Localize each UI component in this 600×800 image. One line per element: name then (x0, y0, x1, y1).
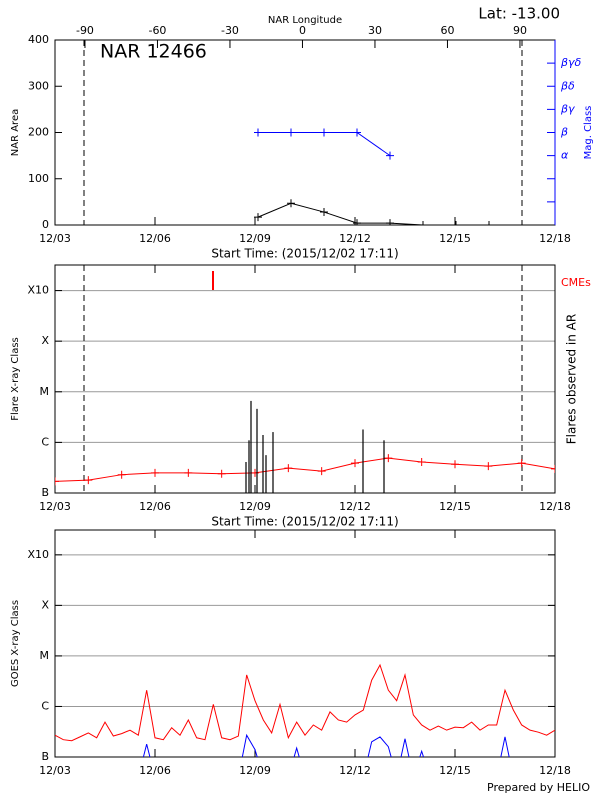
point-marker (254, 128, 262, 137)
x-tick-label: 12/09 (239, 764, 271, 777)
series-line (55, 457, 555, 482)
y-tick-label: X (41, 334, 49, 347)
point-marker (351, 459, 359, 468)
point-marker (287, 128, 295, 137)
point-marker (451, 460, 459, 469)
footer: Prepared by HELIO (487, 781, 590, 794)
x-tick-label: 12/06 (139, 232, 171, 245)
point-marker (386, 151, 394, 160)
y-axis-label: Flare X-ray Class (10, 337, 21, 421)
point-marker (84, 476, 93, 485)
point-marker (485, 221, 493, 225)
point-marker (284, 464, 293, 473)
annotation: Lat: -13.00 (478, 5, 560, 23)
x-tick-label: 12/15 (439, 500, 471, 513)
point-marker (317, 467, 326, 476)
point-marker (551, 464, 555, 473)
point-marker (320, 128, 328, 137)
point-marker (484, 462, 493, 471)
point-marker (254, 213, 262, 222)
y-tick-label: B (41, 750, 49, 763)
x2-tick-label: 60 (440, 24, 454, 37)
x-tick-label: 12/18 (539, 500, 571, 513)
x-tick-label: 12/12 (339, 764, 371, 777)
x2-tick-label: 30 (368, 24, 382, 37)
x-tick-label: 12/03 (39, 764, 71, 777)
point-marker (184, 468, 193, 477)
cme-label: CMEs (561, 276, 591, 289)
y-tick-label: 300 (28, 79, 49, 92)
y-axis-label: GOES X-ray Class (10, 600, 21, 687)
chart-title: NAR 12466 (100, 41, 207, 63)
y2-tick-label: βγδ (560, 56, 582, 69)
point-marker (151, 468, 159, 477)
y-tick-label: C (41, 435, 49, 448)
point-marker (217, 469, 226, 478)
x2-tick-label: -30 (221, 24, 239, 37)
x-tick-label: 12/06 (139, 500, 171, 513)
point-marker (117, 470, 126, 479)
y-tick-label: 400 (28, 33, 49, 46)
y-tick-label: B (41, 486, 49, 499)
point-marker (417, 457, 426, 466)
y-tick-label: 200 (28, 126, 49, 139)
point-marker (251, 468, 259, 477)
x2-tick-label: -60 (148, 24, 166, 37)
x-axis-label: Start Time: (2015/12/02 17:11) (211, 515, 398, 529)
point-marker (452, 221, 460, 225)
plot-area (55, 663, 555, 757)
x-tick-label: 12/12 (339, 500, 371, 513)
x-tick-label: 12/15 (439, 764, 471, 777)
x2-axis-label: NAR Longitude (268, 15, 342, 26)
y-tick-label: X10 (27, 284, 49, 297)
plot-area (254, 128, 493, 225)
y2-axis-label: Mag. Class (583, 106, 594, 160)
series-line (55, 663, 555, 742)
y2-axis-label: Flares observed in AR (565, 314, 579, 444)
y-tick-label: X (41, 598, 49, 611)
point-marker (419, 221, 427, 225)
point-marker (287, 199, 295, 208)
plot-area (55, 400, 555, 493)
point-marker (55, 477, 59, 486)
plot-frame (54, 529, 556, 758)
y-tick-label: M (40, 385, 50, 398)
point-marker (517, 459, 526, 468)
x2-tick-label: -90 (76, 24, 94, 37)
y2-tick-label: α (561, 149, 569, 162)
y2-tick-label: β (560, 126, 568, 139)
x-tick-label: 12/03 (39, 500, 71, 513)
y-tick-label: C (41, 699, 49, 712)
y-axis-label: NAR Area (10, 109, 21, 156)
point-marker (320, 208, 328, 217)
x-tick-label: 12/03 (39, 232, 71, 245)
x2-tick-label: 90 (513, 24, 527, 37)
x-tick-label: 12/12 (339, 232, 371, 245)
x-axis-label: Start Time: (2015/12/02 17:11) (211, 247, 398, 261)
y-tick-label: M (40, 649, 50, 662)
point-marker (353, 128, 361, 137)
series-line (257, 202, 489, 225)
y-tick-label: X10 (27, 548, 49, 561)
y-tick-label: 0 (42, 218, 49, 231)
x-tick-label: 12/09 (239, 500, 271, 513)
x-tick-label: 12/18 (539, 764, 571, 777)
y2-tick-label: βγ (560, 102, 575, 115)
y-tick-label: 100 (28, 172, 49, 185)
plot-frame (54, 264, 556, 494)
point-marker (353, 219, 361, 225)
x2-tick-label: 0 (299, 24, 306, 37)
x-tick-label: 12/15 (439, 232, 471, 245)
point-marker (384, 454, 393, 463)
x-tick-label: 12/09 (239, 232, 271, 245)
x-tick-label: 12/06 (139, 764, 171, 777)
x-tick-label: 12/18 (539, 232, 571, 245)
y2-tick-label: βδ (560, 79, 575, 92)
point-marker (386, 219, 394, 225)
